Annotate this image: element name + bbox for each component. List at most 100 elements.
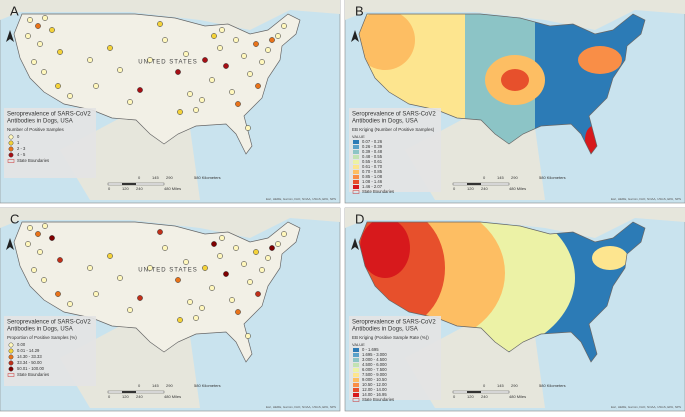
scale-bar bbox=[122, 183, 136, 185]
legend-title: Seroprevalence of SARS-CoV2 bbox=[352, 112, 436, 118]
legend-item: 0 - 1.695 bbox=[362, 347, 379, 352]
sample-site bbox=[57, 257, 63, 263]
panel-label: B bbox=[355, 3, 364, 18]
legend-item: 7.500 - 9.000 bbox=[362, 372, 387, 377]
sample-site bbox=[281, 23, 287, 29]
sample-site bbox=[57, 49, 63, 55]
panel-label: A bbox=[10, 3, 19, 18]
legend-swatch bbox=[353, 160, 359, 164]
sample-site bbox=[233, 37, 239, 43]
sample-site bbox=[137, 295, 143, 301]
sample-site bbox=[37, 249, 43, 255]
scale-label: 480 Miles bbox=[509, 394, 526, 399]
legend-item: 14.00 - 16.95 bbox=[362, 392, 387, 397]
krig-zone bbox=[359, 14, 415, 70]
legend-subtitle: Proportion of Positive Samples (%) bbox=[7, 335, 77, 340]
sample-site bbox=[183, 51, 189, 57]
sample-site bbox=[27, 17, 33, 23]
scale-label: 145 bbox=[152, 175, 159, 180]
legend-item: 1 bbox=[17, 140, 20, 145]
sample-site bbox=[259, 59, 265, 65]
attribution: Esri, HERE, Garmin, FAO, NOAA, USGS, EPA… bbox=[611, 405, 681, 409]
legend-subtitle: EB Kriging (Positive Sample Rate (%)) bbox=[352, 335, 429, 340]
legend-item: 0.48 - 0.55 bbox=[362, 154, 383, 159]
sample-site bbox=[177, 109, 183, 115]
legend-swatch bbox=[8, 134, 14, 140]
sample-site bbox=[87, 57, 93, 63]
legend-item: 4.500 - 6.000 bbox=[362, 362, 387, 367]
legend-item: 2 - 3 bbox=[17, 146, 26, 151]
scale-label: 0 bbox=[108, 186, 111, 191]
scale-label: 0 bbox=[483, 383, 486, 388]
sample-site bbox=[235, 101, 241, 107]
legend-item: 10.50 - 12.00 bbox=[362, 382, 387, 387]
north-arrow bbox=[6, 238, 14, 250]
sample-site bbox=[147, 265, 153, 271]
sample-site bbox=[25, 241, 31, 247]
legend-swatch bbox=[353, 373, 359, 377]
legend-item: State Boundaries bbox=[17, 158, 49, 163]
legend-heading: VALUE bbox=[352, 134, 365, 139]
sample-site bbox=[253, 249, 259, 255]
legend-item: 0.26 - 0.39 bbox=[362, 144, 383, 149]
sample-site bbox=[253, 41, 259, 47]
legend-item: State Boundaries bbox=[362, 397, 394, 402]
scale-bar bbox=[122, 391, 136, 393]
map-panel: UNITED STATES C Seroprevalence of SARS-CoV… bbox=[0, 207, 341, 412]
legend-swatch bbox=[353, 150, 359, 154]
legend-item: 0.70 - 0.85 bbox=[362, 169, 383, 174]
legend-swatch bbox=[353, 358, 359, 362]
attribution: Esri, HERE, Garmin, FAO, NOAA, USGS, EPA… bbox=[611, 197, 681, 201]
scale-bar bbox=[467, 391, 481, 393]
sample-site bbox=[162, 245, 168, 251]
legend-swatch bbox=[8, 140, 14, 146]
sample-site bbox=[193, 315, 199, 321]
legend-swatch bbox=[8, 354, 14, 360]
sample-site bbox=[55, 83, 61, 89]
sample-site bbox=[42, 223, 48, 229]
sample-site bbox=[211, 241, 217, 247]
krig-zone bbox=[578, 46, 622, 74]
legend-item: 1.695 - 3.000 bbox=[362, 352, 387, 357]
scale-label: 290 bbox=[511, 175, 518, 180]
us-outline bbox=[13, 13, 301, 155]
sample-site bbox=[147, 57, 153, 63]
sample-site bbox=[219, 235, 225, 241]
sample-site bbox=[202, 265, 208, 271]
sample-site bbox=[25, 33, 31, 39]
scale-label: 0 bbox=[138, 175, 141, 180]
scale-label: 240 bbox=[481, 186, 488, 191]
sample-site bbox=[37, 41, 43, 47]
sample-site bbox=[117, 67, 123, 73]
legend-item: 9.000 - 10.50 bbox=[362, 377, 387, 382]
legend-title: Seroprevalence of SARS-CoV2 bbox=[7, 320, 91, 326]
sample-site bbox=[187, 299, 193, 305]
legend-title: Antibodies in Dogs, USA bbox=[352, 119, 418, 125]
sample-site bbox=[209, 77, 215, 83]
sample-site bbox=[209, 285, 215, 291]
sample-site bbox=[187, 91, 193, 97]
sample-site bbox=[223, 63, 229, 69]
legend-swatch bbox=[353, 383, 359, 387]
scale-label: 120 bbox=[467, 186, 474, 191]
sample-site bbox=[31, 59, 37, 65]
legend-item: 0 bbox=[17, 134, 20, 139]
legend-item: 12.00 - 14.00 bbox=[362, 387, 387, 392]
krig-zone bbox=[501, 69, 529, 91]
sample-site bbox=[235, 309, 241, 315]
legend-item: 0.01 - 14.29 bbox=[17, 348, 40, 353]
sample-site bbox=[193, 107, 199, 113]
legend-swatch bbox=[353, 378, 359, 382]
legend-swatch bbox=[353, 185, 359, 189]
legend-title: Seroprevalence of SARS-CoV2 bbox=[352, 320, 436, 326]
sample-site bbox=[87, 265, 93, 271]
sample-site bbox=[55, 291, 61, 297]
scale-label: 0 bbox=[483, 175, 486, 180]
legend-item: 0.61 - 0.70 bbox=[362, 164, 383, 169]
legend-item: State Boundaries bbox=[17, 372, 49, 377]
sample-site bbox=[199, 97, 205, 103]
sample-site bbox=[175, 277, 181, 283]
